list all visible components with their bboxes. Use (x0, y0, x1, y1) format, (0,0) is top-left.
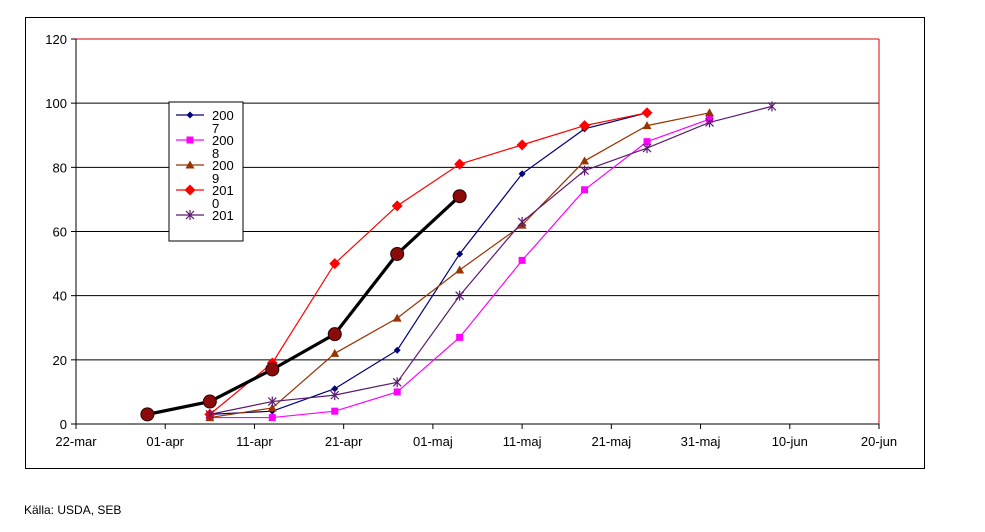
x-tick-label: 31-maj (681, 434, 721, 449)
chart-frame: 0 20 40 60 80 100 120 22-mar 01-apr 11-apr 21-apr 0… (25, 17, 925, 469)
legend-label-2010: 201 (212, 183, 234, 198)
data-point-2009 (267, 403, 277, 412)
legend-marker-2007 (186, 111, 194, 119)
y-tick-label: 40 (53, 289, 67, 304)
series-line-2010 (209, 112, 648, 415)
data-point-2010 (641, 107, 653, 119)
data-point-2009 (704, 108, 714, 117)
legend-box (168, 101, 244, 242)
data-point-2010 (579, 120, 591, 132)
data-point-current (390, 246, 405, 261)
legend-label-2010: 0 (212, 196, 219, 211)
data-point-2008 (393, 388, 401, 396)
data-point-2008 (518, 256, 526, 264)
data-point-current (202, 394, 217, 409)
data-point-2009 (330, 348, 340, 357)
data-point-2007 (393, 346, 401, 354)
data-point-2008 (643, 138, 651, 146)
series-line-current (147, 195, 461, 416)
legend-label-2009: 9 (212, 171, 219, 186)
y-tick-label: 60 (53, 225, 67, 240)
x-tick-label: 20-jun (861, 434, 897, 449)
y-tick-label: 20 (53, 353, 67, 368)
data-point-current (140, 407, 155, 422)
series-line-2007 (209, 112, 648, 415)
legend-label-2008: 200 (212, 133, 234, 148)
x-tick-label: 10-jun (772, 434, 808, 449)
x-tick-label: 22-mar (55, 434, 97, 449)
series-line-2009 (209, 112, 710, 419)
y-tick-label: 80 (53, 160, 67, 175)
data-point-2008 (581, 186, 589, 194)
legend-label-2009: 200 (212, 158, 234, 173)
data-point-2010 (454, 158, 466, 170)
legend-label-2008: 8 (212, 146, 219, 161)
x-tick-label: 01-maj (413, 434, 453, 449)
y-tick-label: 120 (45, 32, 67, 47)
data-point-current (265, 362, 280, 377)
data-point-2009 (392, 313, 402, 322)
data-point-2009 (580, 156, 590, 165)
legend-marker-2008 (186, 136, 194, 144)
x-tick-label: 21-apr (325, 434, 363, 449)
legend-label-2007: 200 (212, 108, 234, 123)
x-tick-label: 21-maj (591, 434, 631, 449)
legend-label-2007: 7 (212, 121, 219, 136)
data-point-2010 (391, 200, 403, 212)
data-point-2007 (456, 250, 464, 258)
data-point-2008 (456, 333, 464, 341)
x-tick-label: 11-maj (503, 434, 542, 449)
data-point-2009 (455, 265, 465, 274)
x-tick-label: 11-apr (236, 434, 273, 449)
data-point-2009 (642, 121, 652, 130)
legend-marker-2009 (185, 160, 195, 169)
data-point-current (452, 189, 467, 204)
x-tick-label: 01-apr (146, 434, 184, 449)
y-tick-label: 0 (60, 417, 67, 432)
series-line-2011 (209, 105, 773, 415)
y-tick-label: 100 (45, 96, 67, 111)
legend-label-2011: 201 (212, 208, 234, 223)
data-point-2008 (331, 407, 339, 415)
legend-marker-2010 (184, 184, 196, 196)
data-point-2010 (516, 139, 528, 151)
data-point-current (327, 327, 342, 342)
data-point-2010 (329, 258, 341, 270)
data-point-2007 (518, 170, 526, 178)
source-note: Källa: USDA, SEB (24, 503, 122, 517)
data-point-2008 (268, 414, 276, 422)
data-point-2007 (331, 385, 339, 393)
